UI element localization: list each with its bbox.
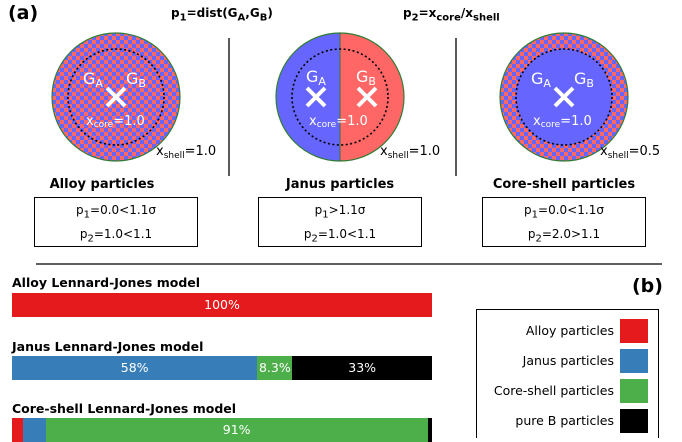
coreshell-xshell-label: xshell=0.5 <box>600 144 660 161</box>
janus-particles-title: Janus particles <box>285 177 395 192</box>
bar-segment-pureb: 33% <box>292 356 432 380</box>
coreshell-xcore-label: xcore=1.0 <box>533 114 592 130</box>
janus-xshell-label: xshell=1.0 <box>380 144 440 161</box>
p2-definition: p2=xcore/xshell <box>403 6 500 24</box>
legend-label: Core-shell particles <box>493 383 614 398</box>
bar-segment-janus <box>22 418 46 442</box>
bar-segment-alloy <box>12 418 23 442</box>
legend-item-alloy: Alloy particles <box>477 317 658 345</box>
bar-segment-pureb <box>427 418 432 442</box>
legend-swatch-alloy <box>620 319 648 343</box>
alloy-p1-criterion: p1=0.0<1.1σ <box>76 203 156 221</box>
alloy-p2-criterion: p2=1.0<1.1 <box>79 227 153 245</box>
panel-b-label: (b) <box>632 275 663 297</box>
janus-gb-cross-icon <box>356 86 378 108</box>
janus-criteria-box: p1>1.1σ p2=1.0<1.1 <box>258 197 422 247</box>
alloy-xcore-label: xcore=1.0 <box>86 114 145 130</box>
janus-xcore-label: xcore=1.0 <box>309 114 368 130</box>
alloy-model-bar: 100% <box>12 293 432 317</box>
janus-ga-label: GA <box>306 67 326 88</box>
bar-segment-coreshell: 8.3% <box>257 356 293 380</box>
legend: Alloy particles Janus particles Core-she… <box>476 309 659 438</box>
alloy-xshell-label: xshell=1.0 <box>156 144 216 161</box>
coreshell-ga-label: GA <box>531 69 551 90</box>
legend-item-coreshell: Core-shell particles <box>477 377 658 405</box>
janus-ga-cross-icon <box>305 86 327 108</box>
alloy-criteria-box: p1=0.0<1.1σ p2=1.0<1.1 <box>34 197 198 247</box>
janus-p2-criterion: p2=1.0<1.1 <box>303 227 377 245</box>
legend-swatch-coreshell <box>620 379 648 403</box>
bar-segment-alloy: 100% <box>12 293 432 317</box>
coreshell-gb-label: GB <box>574 69 594 90</box>
bar-segment-coreshell: 91% <box>45 418 428 442</box>
alloy-model-title: Alloy Lennard-Jones model <box>12 275 201 290</box>
alloy-gb-label: GB <box>126 69 146 90</box>
legend-label: Alloy particles <box>525 323 614 338</box>
coreshell-criteria-box: p1=0.0<1.1σ p2=2.0>1.1 <box>482 197 646 247</box>
legend-swatch-pureb <box>620 409 648 433</box>
alloy-center-cross-icon <box>105 86 127 108</box>
coreshell-p1-criterion: p1=0.0<1.1σ <box>524 203 604 221</box>
coreshell-particles-title: Core-shell particles <box>492 177 636 192</box>
legend-swatch-janus <box>620 349 648 373</box>
coreshell-model-title: Core-shell Lennard-Jones model <box>12 401 237 416</box>
coreshell-particle-diagram: GA GB xcore=1.0 xshell=0.5 <box>499 32 660 162</box>
coreshell-p2-criterion: p2=2.0>1.1 <box>527 227 601 245</box>
coreshell-model-bar: 91% <box>12 418 432 442</box>
alloy-particle-diagram: GA GB xcore=1.0 xshell=1.0 <box>51 32 216 162</box>
panel-a-label: (a) <box>8 2 39 24</box>
coreshell-center-cross-icon <box>553 86 575 108</box>
janus-gb-label: GB <box>356 67 376 88</box>
legend-item-janus: Janus particles <box>477 347 658 375</box>
legend-label: pure B particles <box>515 413 614 428</box>
bar-segment-janus: 58% <box>12 356 258 380</box>
janus-model-bar: 58% 8.3% 33% <box>12 356 432 380</box>
janus-particle-diagram: GA GB xcore=1.0 xshell=1.0 <box>275 32 440 162</box>
legend-item-pureb: pure B particles <box>477 407 658 435</box>
alloy-particles-title: Alloy particles <box>49 177 155 192</box>
janus-model-title: Janus Lennard-Jones model <box>12 339 204 354</box>
p1-definition: p1=dist(GA,GB) <box>171 6 273 24</box>
alloy-ga-label: GA <box>83 69 103 90</box>
janus-p1-criterion: p1>1.1σ <box>314 203 366 221</box>
legend-label: Janus particles <box>522 353 614 368</box>
